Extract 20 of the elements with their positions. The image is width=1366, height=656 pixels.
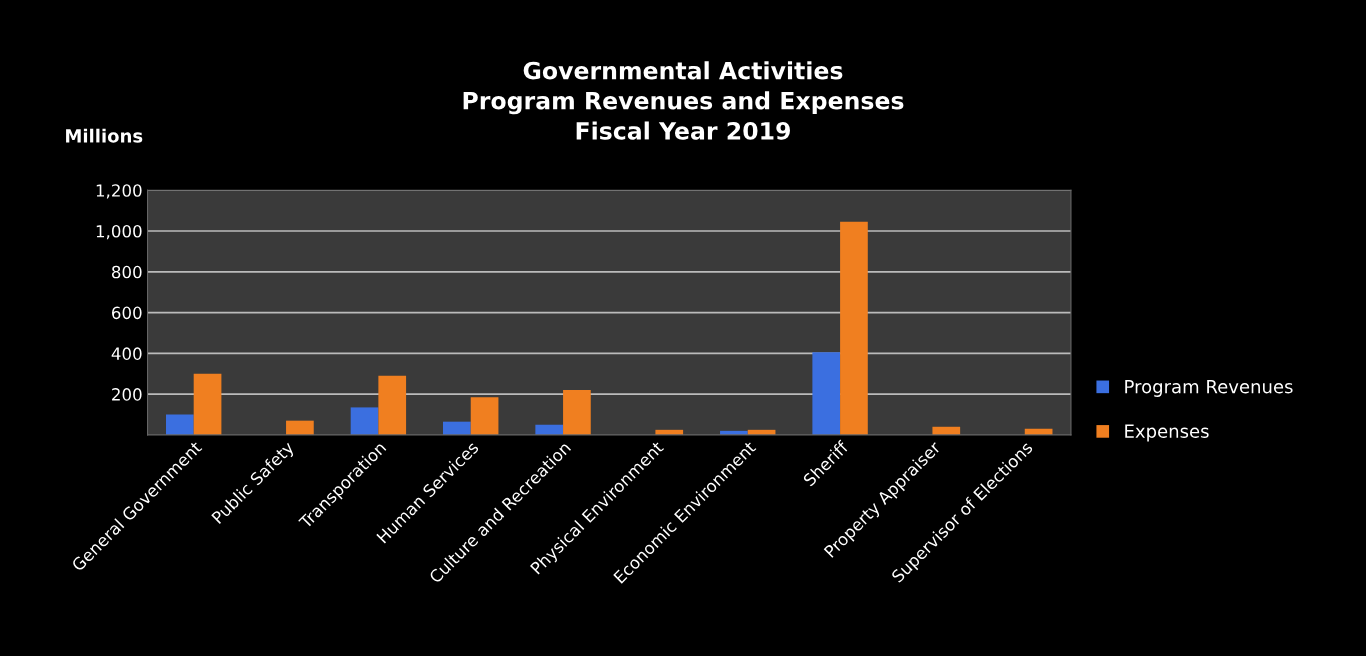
bar bbox=[378, 375, 407, 435]
y-tick-label: 200 bbox=[112, 388, 142, 401]
legend-label: Expenses bbox=[1125, 424, 1209, 442]
bar bbox=[470, 397, 499, 435]
bar bbox=[286, 420, 314, 435]
bar bbox=[812, 352, 841, 435]
y-tick-label: 800 bbox=[111, 265, 142, 279]
y-axis-title: Millions bbox=[66, 128, 143, 143]
chart-title: Governmental Activities Program Revenues and Expenses Fiscal Year 2019 bbox=[463, 61, 904, 140]
y-tick-label: 1,000 bbox=[96, 224, 142, 240]
bar bbox=[443, 421, 471, 435]
bar bbox=[166, 414, 194, 435]
bar bbox=[193, 373, 222, 435]
legend-label: Program Revenues bbox=[1125, 380, 1293, 397]
bar bbox=[840, 221, 868, 435]
y-tick-label: 1,200 bbox=[96, 184, 142, 199]
y-tick-label: 600 bbox=[112, 306, 142, 320]
y-tick-label: 400 bbox=[111, 347, 142, 360]
bar bbox=[563, 390, 591, 435]
bar bbox=[350, 407, 379, 435]
